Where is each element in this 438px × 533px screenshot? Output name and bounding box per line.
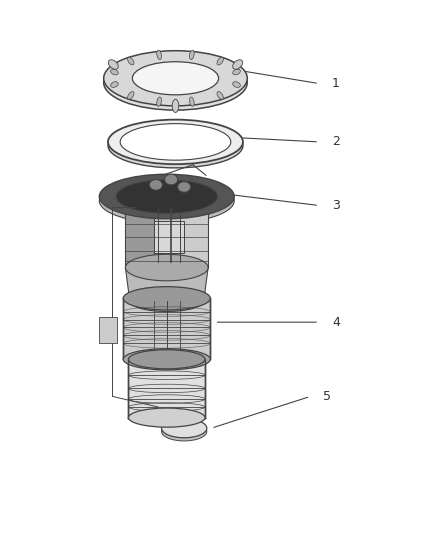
Ellipse shape [127, 57, 134, 65]
Ellipse shape [190, 50, 194, 60]
Bar [99, 317, 117, 343]
Ellipse shape [162, 422, 207, 441]
Ellipse shape [123, 349, 210, 370]
Ellipse shape [172, 99, 179, 112]
Ellipse shape [104, 51, 247, 106]
Ellipse shape [233, 82, 240, 87]
Text: 3: 3 [332, 199, 340, 212]
Ellipse shape [132, 62, 219, 95]
Ellipse shape [217, 92, 223, 99]
Ellipse shape [127, 92, 134, 99]
Ellipse shape [123, 287, 210, 310]
Ellipse shape [120, 124, 231, 160]
Polygon shape [154, 208, 208, 268]
Text: 4: 4 [332, 316, 340, 329]
Bar [154, 221, 184, 253]
Ellipse shape [128, 408, 205, 427]
Ellipse shape [157, 50, 162, 60]
Polygon shape [125, 208, 154, 268]
Ellipse shape [149, 180, 162, 190]
Ellipse shape [130, 290, 204, 312]
Ellipse shape [162, 419, 207, 438]
Ellipse shape [111, 69, 118, 75]
Bar [128, 359, 205, 418]
Text: 5: 5 [323, 390, 332, 403]
Polygon shape [125, 268, 208, 301]
Ellipse shape [190, 97, 194, 107]
Ellipse shape [99, 174, 234, 219]
Ellipse shape [108, 123, 243, 168]
Ellipse shape [178, 182, 191, 192]
Text: 1: 1 [332, 77, 340, 90]
Ellipse shape [217, 57, 223, 65]
Ellipse shape [108, 119, 243, 164]
Ellipse shape [116, 180, 217, 213]
Text: 2: 2 [332, 135, 340, 148]
Ellipse shape [165, 174, 178, 185]
Ellipse shape [125, 254, 208, 281]
Bar [123, 298, 210, 359]
Ellipse shape [233, 69, 240, 75]
Ellipse shape [99, 179, 234, 223]
Ellipse shape [233, 60, 243, 69]
Ellipse shape [108, 60, 118, 69]
Ellipse shape [128, 350, 205, 369]
Ellipse shape [104, 55, 247, 110]
Ellipse shape [111, 82, 118, 87]
Ellipse shape [157, 97, 162, 107]
